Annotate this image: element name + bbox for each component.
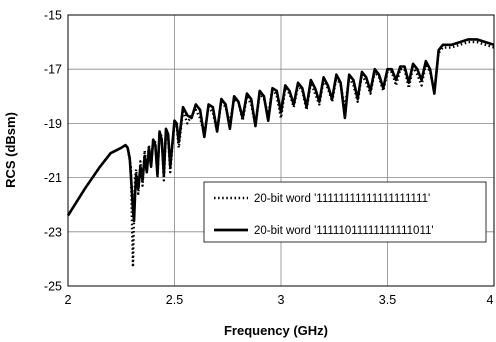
series-line-solid (66, 38, 495, 223)
x-tick-label: 3.5 (379, 293, 396, 307)
x-axis-title: Frequency (GHz) (224, 323, 328, 338)
x-tick-label: 4 (487, 293, 494, 307)
tick-labels: -25 -23 -21 -19 -17 -15 2 2.5 3 3.5 4 (44, 9, 494, 308)
y-axis-title: RCS (dBsm) (3, 112, 18, 188)
x-tick-label: 2 (65, 293, 72, 307)
legend-label-1: 20-bit word '11111111111111111111' (254, 193, 430, 205)
y-tick-label: -21 (44, 171, 62, 185)
series-layer (66, 38, 495, 269)
y-tick-label: -19 (44, 117, 62, 131)
legend-label-2: 20-bit word '11111011111111111011' (254, 225, 434, 237)
legend: 20-bit word '11111111111111111111' 20-bi… (203, 181, 487, 243)
y-tick-label: -25 (44, 280, 62, 294)
x-tick-label: 2.5 (166, 293, 183, 307)
y-tick-label: -15 (44, 9, 62, 23)
plot-frame (67, 14, 495, 287)
y-tick-label: -23 (44, 225, 62, 239)
y-tick-label: -17 (44, 63, 62, 77)
x-tick-label: 3 (278, 293, 285, 307)
legend-box (203, 181, 487, 243)
